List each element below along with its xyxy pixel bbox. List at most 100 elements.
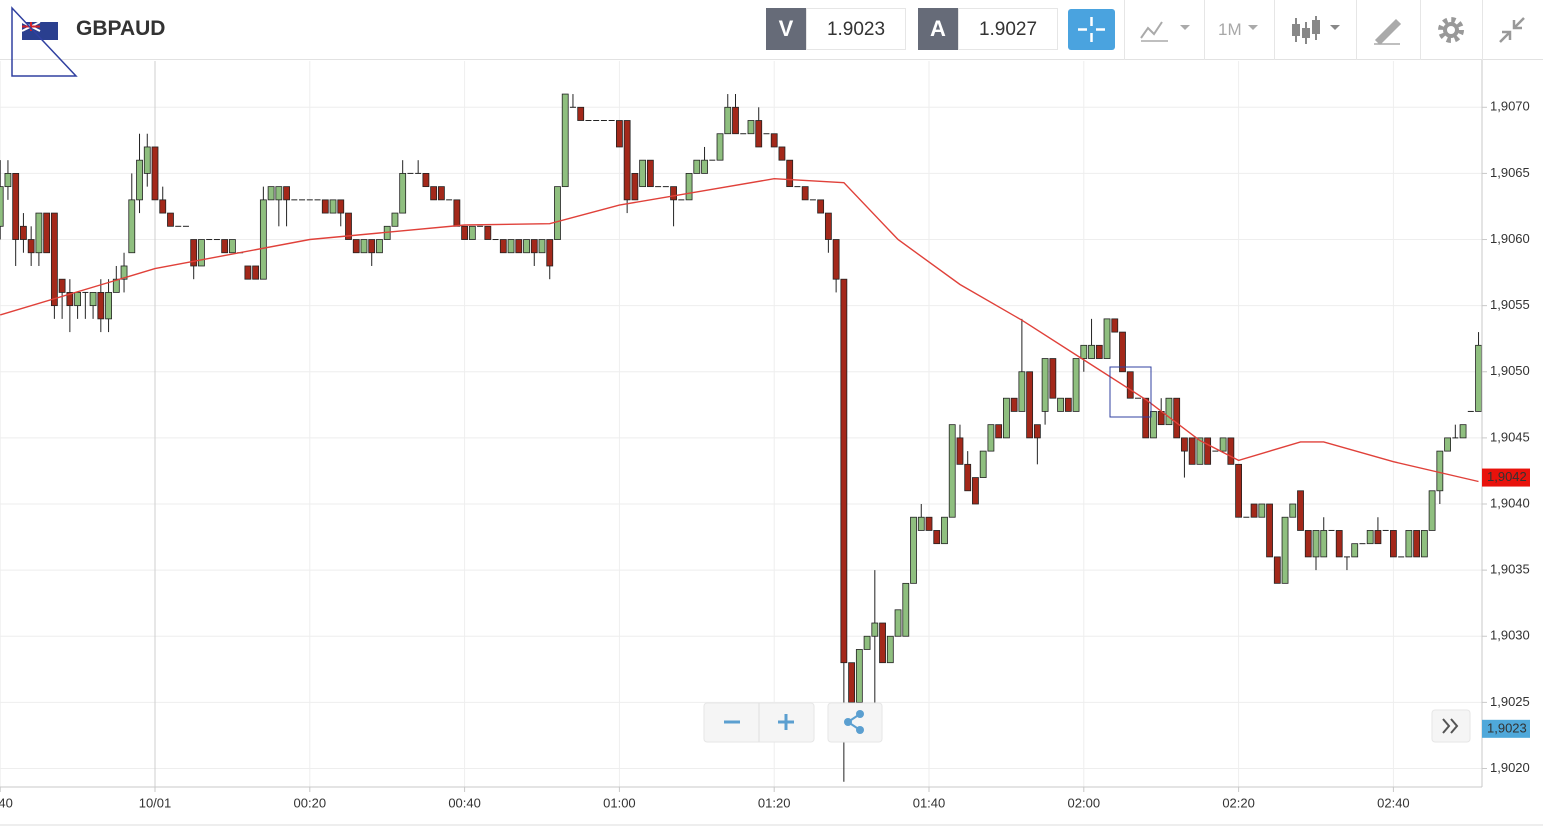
candle-body [1436, 450, 1444, 492]
x-tick-label: 10/01 [139, 795, 172, 810]
candle-body [128, 199, 136, 254]
candle-body [964, 463, 972, 492]
candle-body [89, 292, 97, 307]
price-marker-label: 1,9042 [1487, 469, 1527, 484]
candle-body [840, 278, 848, 664]
candle-body [894, 609, 902, 637]
candle-body [190, 239, 198, 267]
candle-body [886, 635, 894, 664]
candle-body [368, 239, 376, 254]
candle-body [817, 199, 825, 214]
candle-body [120, 265, 128, 280]
candle-body [1281, 516, 1289, 584]
candle-body [275, 186, 283, 201]
settings-button[interactable] [1436, 15, 1466, 45]
candle-body [902, 582, 910, 637]
candle-body [701, 159, 708, 174]
bid-label[interactable]: V [766, 8, 806, 50]
timeframe[interactable]: 1M [1218, 20, 1242, 39]
candle-body [1181, 437, 1188, 452]
candle-body [1072, 358, 1080, 412]
candle-body [941, 516, 948, 545]
candle-body [786, 159, 794, 188]
candle-body [770, 133, 778, 148]
y-tick-label: 1,9040 [1490, 495, 1530, 510]
candle-body [143, 146, 151, 174]
candle-style-button[interactable] [1290, 14, 1348, 46]
candle-body [1064, 397, 1072, 412]
candle-body [646, 159, 654, 188]
candle-body [979, 450, 987, 478]
candle-body [639, 159, 647, 188]
candle-body [345, 212, 352, 240]
candle-body [1103, 318, 1111, 359]
x-tick-label: 00:20 [294, 795, 327, 810]
candle-body [1428, 490, 1436, 531]
y-tick-label: 1,9045 [1490, 429, 1530, 444]
draw-button[interactable] [1372, 16, 1404, 46]
crosshair-button[interactable] [1068, 9, 1115, 50]
zoom-in[interactable] [778, 714, 794, 730]
candle-body [879, 622, 886, 664]
candle-body [252, 265, 260, 280]
chart-type-button[interactable] [1138, 16, 1194, 44]
x-tick-label: 01:20 [758, 795, 791, 810]
candle-body [35, 212, 43, 254]
candle-body [1390, 530, 1397, 558]
candle-body [824, 212, 832, 240]
candle-body [1196, 437, 1204, 465]
candle-body [1273, 556, 1281, 584]
candle-body [1033, 424, 1041, 439]
ask-label[interactable]: A [918, 8, 958, 50]
candle-body [1057, 397, 1064, 412]
candle-body [1095, 344, 1103, 359]
candle-body [430, 186, 438, 201]
candle-body [1297, 490, 1304, 531]
candle-body [461, 225, 469, 240]
bid-price[interactable]: 1.9023 [806, 8, 906, 50]
candle-body [337, 199, 345, 214]
candle-body [376, 239, 383, 254]
candle-body [221, 239, 229, 254]
candle-body [623, 120, 631, 201]
candle-body [1088, 344, 1095, 359]
candle-body [832, 239, 840, 280]
candle-body [321, 199, 329, 214]
candle-body [484, 225, 492, 240]
candle-body [97, 292, 105, 320]
candle-body [863, 635, 871, 650]
candle-body [1188, 437, 1196, 465]
collapse-button[interactable] [1498, 16, 1528, 46]
y-tick-label: 1,9020 [1490, 760, 1530, 775]
candle-body [228, 239, 236, 254]
candle-body [724, 106, 732, 135]
candle-body [855, 649, 863, 703]
candle-body [523, 239, 530, 254]
candle-body [1219, 437, 1227, 452]
candle-body [12, 173, 20, 240]
candle-body [972, 477, 979, 505]
candle-body [1235, 463, 1242, 518]
y-tick-label: 1,9060 [1490, 231, 1530, 246]
flag-icon [11, 6, 78, 77]
candle-body [670, 186, 677, 201]
candle-body [1444, 437, 1451, 452]
candle-body [43, 212, 51, 254]
candle-body [933, 530, 941, 545]
candle-body [917, 516, 925, 531]
candle-body [910, 516, 917, 584]
ask-price[interactable]: 1.9027 [958, 8, 1058, 50]
y-tick-label: 1,9030 [1490, 628, 1530, 643]
y-tick-label: 1,9035 [1490, 562, 1530, 577]
candle-body [995, 424, 1003, 439]
share-button[interactable] [844, 710, 864, 734]
candle-body [1351, 543, 1359, 558]
scroll-right-button[interactable] [1431, 709, 1471, 743]
candle-body [1320, 530, 1328, 558]
candle-body [1250, 503, 1258, 518]
candle-body [1165, 397, 1173, 426]
candle-body [58, 278, 66, 293]
candle-body [925, 516, 933, 531]
candle-body [778, 146, 786, 161]
